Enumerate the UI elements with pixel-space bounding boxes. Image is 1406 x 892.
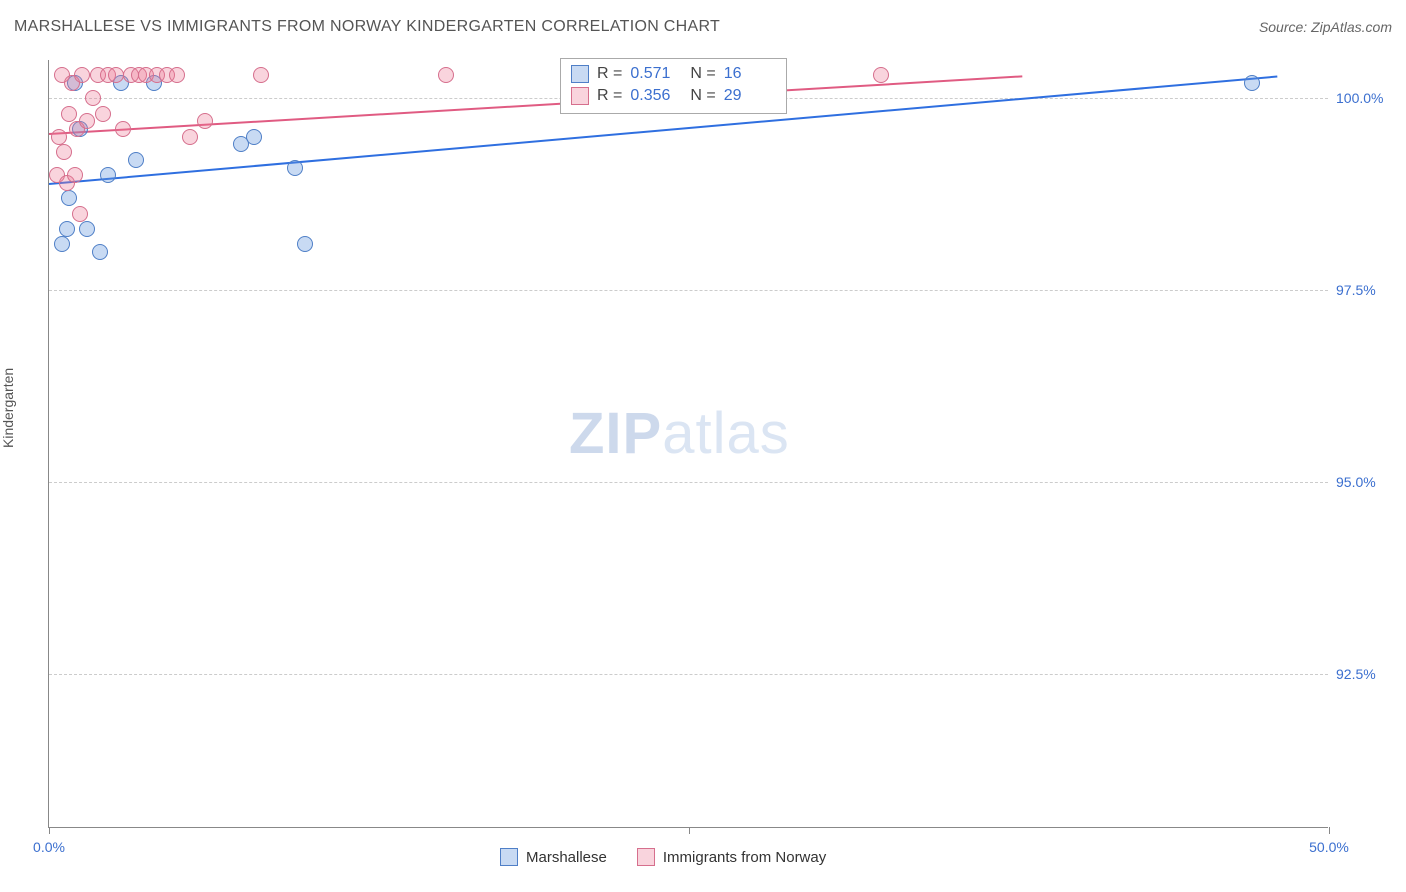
y-tick-label: 92.5% xyxy=(1336,666,1396,682)
data-point xyxy=(85,90,101,106)
x-tick-label: 0.0% xyxy=(33,839,65,855)
legend-stats-box: R = 0.571 N = 16 R = 0.356 N = 29 xyxy=(560,58,787,114)
n-label: N = xyxy=(690,87,715,105)
legend-item: Immigrants from Norway xyxy=(637,848,826,866)
x-tick-label: 50.0% xyxy=(1309,839,1349,855)
data-point xyxy=(92,244,108,260)
legend-bottom: Marshallese Immigrants from Norway xyxy=(500,848,826,866)
data-point xyxy=(79,113,95,129)
data-point xyxy=(95,106,111,122)
chart-title: MARSHALLESE VS IMMIGRANTS FROM NORWAY KI… xyxy=(14,18,720,36)
data-point xyxy=(246,129,262,145)
data-point xyxy=(287,160,303,176)
data-point xyxy=(51,129,67,145)
watermark-zip: ZIP xyxy=(569,401,662,466)
x-tick xyxy=(1329,827,1330,834)
legend-swatch xyxy=(571,87,589,105)
y-axis-label: Kindergarten xyxy=(0,368,16,448)
legend-swatch xyxy=(500,848,518,866)
x-tick xyxy=(689,827,690,834)
watermark: ZIPatlas xyxy=(569,400,790,467)
data-point xyxy=(1244,75,1260,91)
gridline xyxy=(49,674,1328,675)
gridline xyxy=(49,482,1328,483)
x-tick xyxy=(49,827,50,834)
data-point xyxy=(100,167,116,183)
r-value: 0.571 xyxy=(630,65,682,83)
data-point xyxy=(128,152,144,168)
r-value: 0.356 xyxy=(630,87,682,105)
r-label: R = xyxy=(597,87,622,105)
data-point xyxy=(108,67,124,83)
data-point xyxy=(169,67,185,83)
data-point xyxy=(297,236,313,252)
data-point xyxy=(56,144,72,160)
legend-stats-row: R = 0.571 N = 16 xyxy=(571,63,776,85)
data-point xyxy=(438,67,454,83)
data-point xyxy=(72,206,88,222)
chart-header: MARSHALLESE VS IMMIGRANTS FROM NORWAY KI… xyxy=(14,18,1392,36)
data-point xyxy=(54,236,70,252)
legend-item: Marshallese xyxy=(500,848,607,866)
y-tick-label: 100.0% xyxy=(1336,90,1396,106)
legend-label: Immigrants from Norway xyxy=(663,849,826,866)
gridline xyxy=(49,290,1328,291)
n-label: N = xyxy=(690,65,715,83)
data-point xyxy=(115,121,131,137)
n-value: 29 xyxy=(724,87,776,105)
data-point xyxy=(253,67,269,83)
legend-swatch xyxy=(637,848,655,866)
data-point xyxy=(61,190,77,206)
watermark-atlas: atlas xyxy=(662,401,790,466)
r-label: R = xyxy=(597,65,622,83)
data-point xyxy=(61,106,77,122)
data-point xyxy=(197,113,213,129)
data-point xyxy=(182,129,198,145)
plot-area: ZIPatlas 92.5%95.0%97.5%100.0%0.0%50.0% xyxy=(48,60,1328,828)
n-value: 16 xyxy=(724,65,776,83)
data-point xyxy=(67,167,83,183)
chart-source: Source: ZipAtlas.com xyxy=(1259,19,1392,35)
legend-stats-row: R = 0.356 N = 29 xyxy=(571,85,776,107)
data-point xyxy=(79,221,95,237)
y-tick-label: 97.5% xyxy=(1336,282,1396,298)
legend-swatch xyxy=(571,65,589,83)
legend-label: Marshallese xyxy=(526,849,607,866)
data-point xyxy=(74,67,90,83)
data-point xyxy=(873,67,889,83)
y-tick-label: 95.0% xyxy=(1336,474,1396,490)
data-point xyxy=(59,221,75,237)
trend-line xyxy=(49,75,1022,135)
